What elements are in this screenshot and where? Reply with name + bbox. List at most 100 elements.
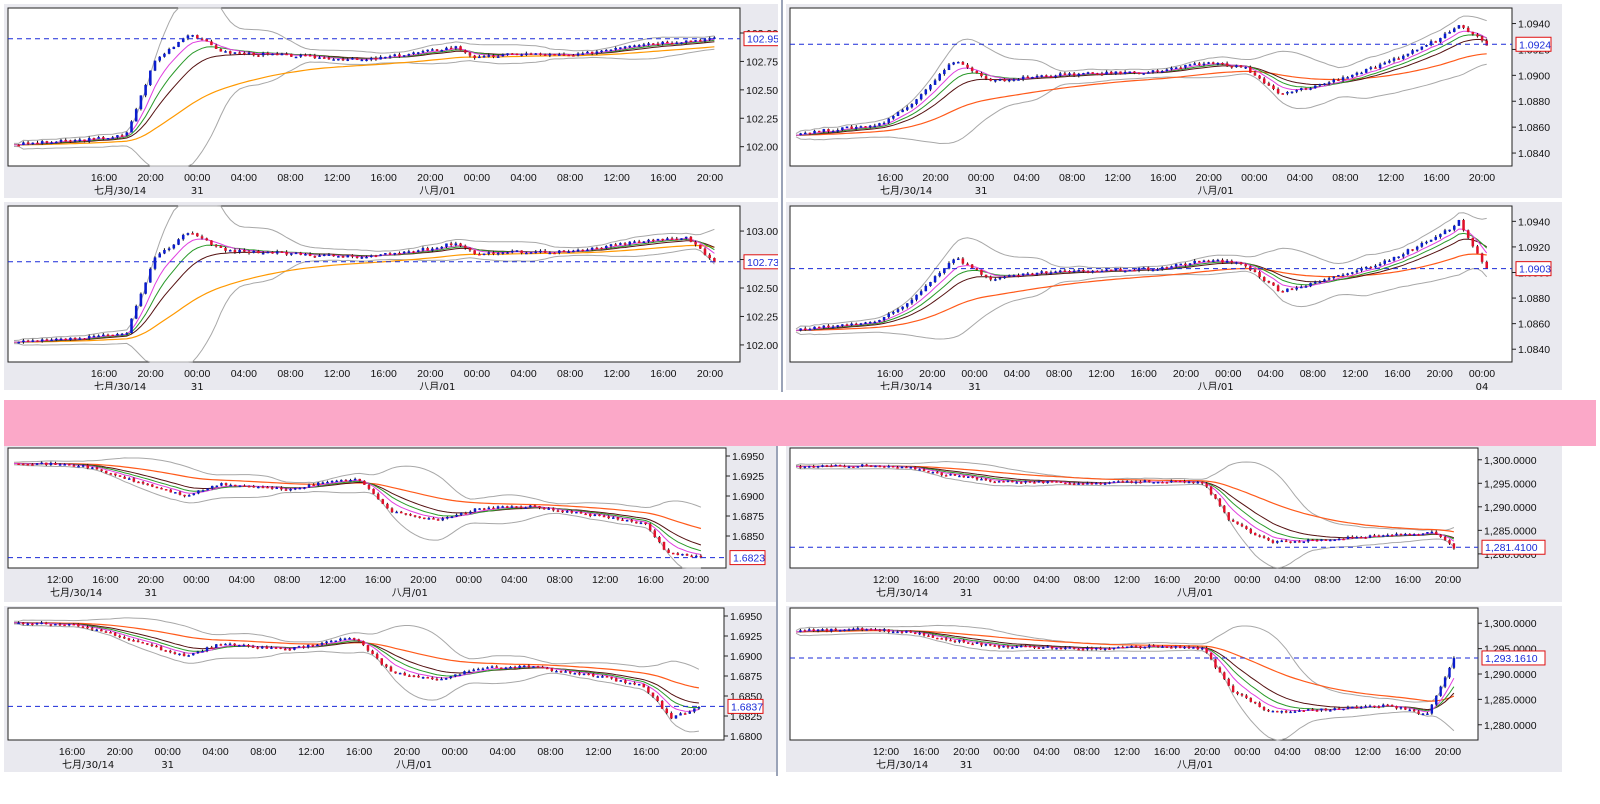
candle-body [576,53,580,56]
pink-banner [4,400,1596,446]
candle-body [533,505,537,507]
candle-body [1323,83,1326,86]
candle-body [482,253,486,256]
candle-body [352,637,356,640]
chart-eurusd-bottom[interactable]: 1.08401.08601.08801.09001.09201.09401.09… [786,202,1562,390]
last-price-label: 1.0903 [1519,264,1551,276]
chart-usdjpy-bottom[interactable]: 102.00102.25102.50102.75103.00102.7316:0… [4,202,778,390]
plot-area [789,205,1513,363]
chart-gold-top[interactable]: 1,280.0000 1,285.0000 1,290.0000 1,295.0000… [786,446,1562,602]
candle-body [146,643,149,645]
candle-body [181,234,185,240]
y-tick-label: 1,295.0000 [1484,478,1537,490]
candle-body [671,552,675,555]
chart-gbpusd-bottom[interactable]: 1.6800 1.6825 1.6850 1.6875 1.6900 1.6925 1.69… [4,606,778,772]
candle-body [510,506,514,508]
y-tick-label: 1.0940 [1518,19,1550,31]
chart-gold-bottom[interactable]: 1,280.0000 1,285.0000 1,290.0000 1,295.0000… [786,606,1562,772]
chart-eurusd-top[interactable]: 1.08401.08601.08801.09001.09201.09401.09… [786,4,1562,198]
candle-body [1337,708,1341,710]
x-tick-label: 04:00 [202,746,228,758]
candle-body [593,514,597,517]
candle-body [1318,84,1322,86]
candle-body [192,493,196,496]
candle-body [878,465,882,468]
candle-body [1249,697,1253,702]
candle-body [1086,483,1089,485]
candle-body [1105,269,1108,272]
candle-body [1355,706,1358,709]
candle-body [697,707,701,709]
candle-body [92,138,96,140]
candle-body [423,517,426,520]
candle-body [45,462,48,465]
candle-body [956,61,960,64]
candle-body [1341,274,1345,277]
candle-body [468,52,472,56]
candle-body [993,645,996,647]
candle-body [670,713,673,719]
candle-body [919,94,923,100]
y-tick-label: 103.00 [746,226,778,238]
x-tick-label: 20:00 [681,746,707,758]
candle-body [496,506,500,509]
x-tick-label: 00:00 [1215,368,1241,380]
candle-body [169,489,172,493]
candle-body [327,57,331,60]
candle-body [87,138,91,142]
candle-body [73,337,77,340]
candle-body [695,555,698,558]
candle-body [1202,260,1206,263]
chart-gbpusd-top[interactable]: 1.6850 1.6875 1.6900 1.6925 1.6950 1.6823 12:0… [4,446,778,602]
candle-body [125,132,129,136]
candle-body [567,54,570,57]
candle-body [1249,529,1253,533]
candle-body [17,463,20,465]
last-price-box [1515,36,1552,52]
x-tick-label: 20:00 [137,172,163,184]
candle-body [371,650,374,655]
x-tick-label: 20:00 [410,574,436,586]
x-tick-label: 08:00 [1300,368,1326,380]
chart-usdjpy-top[interactable]: 102.00102.25102.50102.75103.00102.9516:0… [4,4,778,198]
candle-body [72,623,76,626]
candle-body [290,253,293,255]
candle-body [288,648,292,651]
candle-body [40,622,43,625]
candle-body [525,252,528,255]
candle-body [850,126,853,129]
candle-body [883,629,886,631]
candle-body [1196,647,1200,650]
candle-body [1426,713,1429,716]
candle-body [1426,532,1429,534]
candle-body [1209,652,1213,660]
date-label: 31 [161,760,174,771]
candle-body [515,53,519,56]
candle-body [596,676,600,678]
candle-body [656,238,660,241]
candle-body [435,49,439,51]
candle-body [1033,646,1036,648]
x-tick-label: 08:00 [1046,368,1072,380]
x-tick-label: 08:00 [1332,172,1358,184]
candle-body [1188,64,1192,66]
candle-body [694,241,697,245]
candle-body [1388,60,1391,63]
candle-body [1006,480,1010,482]
x-tick-label: 20:00 [683,574,709,586]
candle-body [1031,76,1034,79]
candle-body [852,628,855,631]
candle-body [633,241,636,243]
candle-body [1081,649,1085,651]
candle-body [975,71,979,74]
candle-body [1235,262,1238,264]
candle-body [1064,482,1067,485]
candle-body [233,250,237,253]
y-tick-label: 102.75 [746,56,778,68]
candle-body [329,640,333,643]
candle-body [1230,260,1234,263]
x-tick-label: 04:00 [501,574,527,586]
candle-body [947,64,951,71]
candle-body [26,623,30,626]
candle-body [1090,647,1094,650]
